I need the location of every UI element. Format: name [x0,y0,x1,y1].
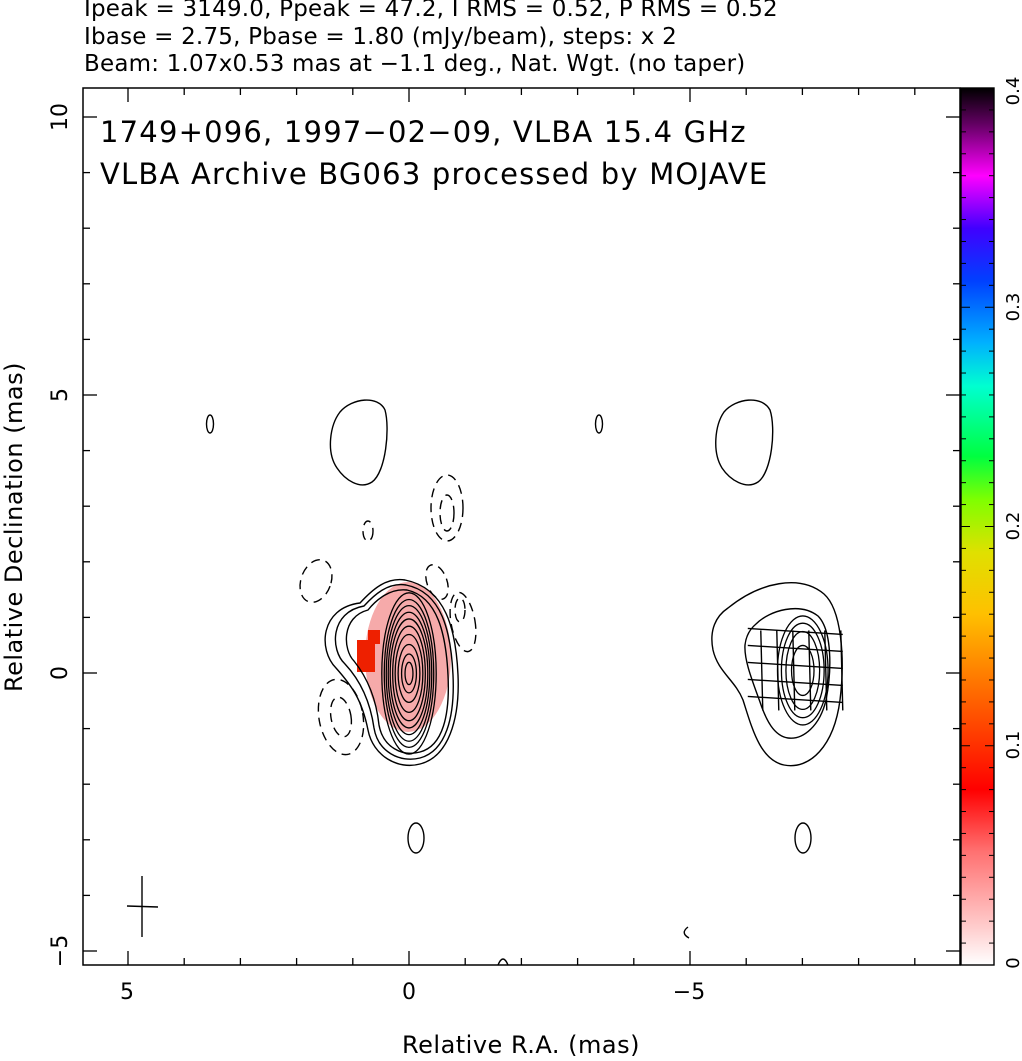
negative-contour [449,591,477,653]
y-tick-label-0: 0 [48,666,73,680]
intensity-contour [392,625,426,722]
right-panel-contours [594,399,843,939]
colorbar-tick-0.2: 0.2 [1003,512,1022,541]
left-panel-contours [205,399,509,965]
chart-title: 1749+096, 1997−02−09, VLBA 15.4 GHz [100,115,747,149]
intensity-contour [385,604,433,742]
edge-contour [497,958,509,965]
negative-contour [299,558,333,604]
negative-contours [299,474,477,756]
polarized-contour [780,622,825,719]
negative-contour [425,564,449,600]
fractional-polarization-edge [357,640,375,672]
evpa-tick [747,627,843,636]
fractional-polarization-fill [365,582,451,732]
x-tick-label-minus5: −5 [673,980,705,1005]
header-line-2: Ibase = 2.75, Pbase = 1.80 (mJy/beam), s… [84,24,677,50]
x-axis-label: Relative R.A. (mas) [402,1031,640,1059]
polarized-contour [790,644,815,697]
x-tick-label-0: 0 [402,980,416,1005]
evpa-tick [747,678,843,687]
colorbar-ticks [961,87,994,966]
evpa-tick [747,661,843,670]
evpa-tick [792,630,796,711]
y-axis-ticks [83,116,960,952]
evpa-vectors [747,627,844,711]
second-contour-right [744,608,831,739]
negative-contour [317,678,365,756]
small-contour [594,414,604,434]
intensity-contour [394,633,424,714]
colorbar-tick-0.3: 0.3 [1003,293,1022,322]
negative-contour [329,696,353,738]
negative-contour [439,494,455,532]
evpa-tick [808,630,812,711]
evpa-tick [824,630,828,711]
x-tick-label-5: 5 [120,980,134,1005]
evpa-tick [760,630,764,711]
evpa-tick [776,630,780,711]
negative-contour [430,474,464,542]
intensity-contour [387,611,431,736]
evpa-tick [840,630,844,711]
beam-marker [126,876,159,937]
intensity-contour [400,653,418,694]
evpa-tick [747,644,843,653]
small-hook-contour [683,926,690,939]
upper-blob-contour-left [329,399,388,486]
x-axis-ticks [127,88,916,965]
intensity-contour [389,618,429,729]
colorbar-tick-0.4: 0.4 [1003,77,1022,106]
small-contour [407,822,425,854]
chart-subtitle: VLBA Archive BG063 processed by MOJAVE [100,157,768,191]
upper-blob-contour-right [715,399,774,486]
negative-contour [454,597,466,623]
outer-contour-right [711,582,843,767]
map-area [126,399,844,965]
intensity-contour [381,592,437,755]
fractional-polarization-edge-2 [368,630,380,644]
colorbar-tick-0.1: 0.1 [1003,731,1022,760]
core-ring-contours [381,592,437,755]
y-tick-label-minus5: −5 [48,935,73,967]
header-line-1: Ipeak = 3149.0, Ppeak = 47.2, I RMS = 0.… [84,0,778,22]
third-contour-left [345,589,450,754]
colorbar-tick-0: 0 [1003,957,1022,968]
header-line-3: Beam: 1.07x0.53 mas at −1.1 deg., Nat. W… [84,51,746,77]
small-contour [794,822,812,854]
intensity-contour [383,598,435,749]
second-contour-left [334,583,454,760]
y-axis-label: Relative Declination (mas) [0,362,28,692]
outer-contour-left [324,578,459,766]
y-tick-label-5: 5 [48,388,73,402]
y-tick-label-10: 10 [48,103,73,131]
small-contour [205,414,215,434]
plot-frame [82,87,961,966]
intensity-contour [397,643,421,704]
negative-contour [362,520,374,542]
intensity-contour [404,661,414,686]
